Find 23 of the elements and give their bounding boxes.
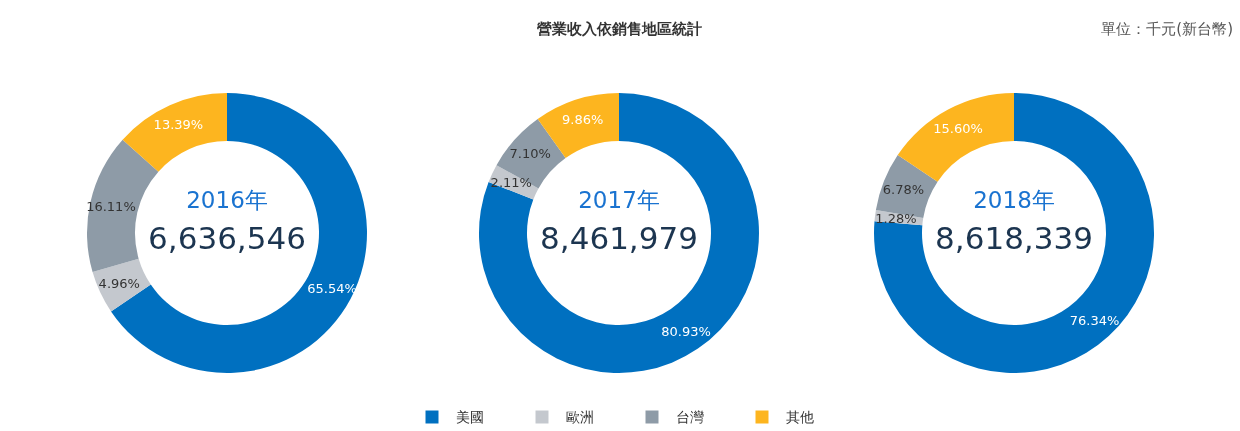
legend-label: 台灣 xyxy=(675,409,704,425)
text: 2017年 xyxy=(578,187,661,213)
data-label: 80.93% xyxy=(661,323,712,339)
data-label: 7.10% xyxy=(509,146,552,162)
data-label: 1.28% xyxy=(874,210,917,226)
legend-label: 歐洲 xyxy=(565,409,594,425)
data-label: 15.60% xyxy=(932,120,983,136)
data-label: 9.86% xyxy=(562,112,604,128)
chart-title: 營業收入依銷售地區統計 xyxy=(537,19,703,38)
text: 2016年 xyxy=(186,187,268,213)
data-label: 2.11% xyxy=(490,174,533,190)
data-label: 6.78% xyxy=(882,181,924,197)
legend-label: 美國 xyxy=(455,409,484,425)
data-label: 13.39% xyxy=(153,116,204,132)
text: 6,636,546 xyxy=(148,220,306,256)
text: 8,618,339 xyxy=(934,220,1093,256)
data-label: 76.34% xyxy=(1069,313,1119,329)
legend-label: 其他 xyxy=(785,409,814,425)
text: 2018年 xyxy=(972,187,1055,213)
text: 8,461,979 xyxy=(540,220,699,256)
data-label: 4.96% xyxy=(98,276,140,292)
data-label: 65.54% xyxy=(307,281,357,297)
chart-subtitle: 單位：千元(新台幣) xyxy=(1100,19,1233,38)
